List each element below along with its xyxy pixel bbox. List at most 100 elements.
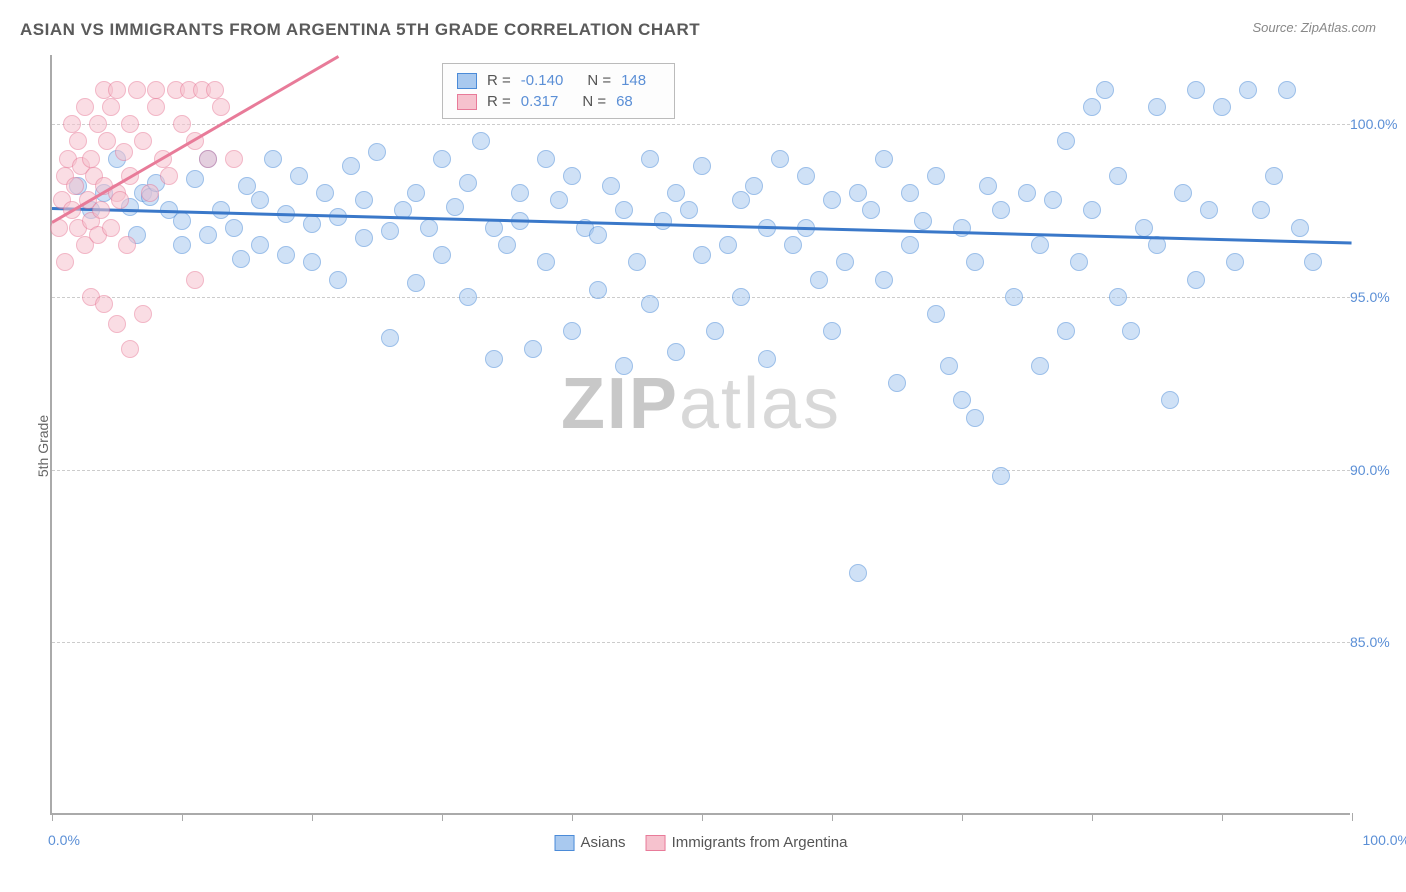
scatter-point xyxy=(407,274,425,292)
scatter-point xyxy=(1109,167,1127,185)
xtick xyxy=(182,813,183,821)
scatter-point xyxy=(134,305,152,323)
scatter-point xyxy=(641,150,659,168)
xtick xyxy=(1222,813,1223,821)
scatter-point xyxy=(719,236,737,254)
scatter-point xyxy=(1265,167,1283,185)
scatter-point xyxy=(82,150,100,168)
gridline-h xyxy=(52,642,1350,643)
scatter-point xyxy=(589,281,607,299)
scatter-point xyxy=(316,184,334,202)
scatter-point xyxy=(121,340,139,358)
scatter-point xyxy=(927,305,945,323)
scatter-point xyxy=(355,229,373,247)
legend-stats-box: R =-0.140N =148R =0.317N =68 xyxy=(442,63,675,119)
r-value: -0.140 xyxy=(521,72,564,89)
ytick-label: 95.0% xyxy=(1350,289,1400,305)
scatter-point xyxy=(199,150,217,168)
n-label: N = xyxy=(582,93,606,110)
xtick xyxy=(1092,813,1093,821)
scatter-point xyxy=(1252,201,1270,219)
scatter-point xyxy=(160,167,178,185)
scatter-point xyxy=(173,236,191,254)
scatter-point xyxy=(1304,253,1322,271)
scatter-point xyxy=(446,198,464,216)
scatter-point xyxy=(849,564,867,582)
scatter-point xyxy=(56,253,74,271)
legend-label: Immigrants from Argentina xyxy=(672,834,848,851)
scatter-point xyxy=(459,288,477,306)
scatter-point xyxy=(875,150,893,168)
scatter-point xyxy=(1200,201,1218,219)
scatter-point xyxy=(979,177,997,195)
scatter-point xyxy=(92,201,110,219)
xtick xyxy=(1352,813,1353,821)
scatter-point xyxy=(836,253,854,271)
n-value: 68 xyxy=(616,93,633,110)
n-value: 148 xyxy=(621,72,646,89)
scatter-point xyxy=(1044,191,1062,209)
scatter-point xyxy=(1005,288,1023,306)
scatter-point xyxy=(823,191,841,209)
scatter-point xyxy=(745,177,763,195)
n-label: N = xyxy=(587,72,611,89)
scatter-point xyxy=(654,212,672,230)
scatter-point xyxy=(108,81,126,99)
scatter-point xyxy=(550,191,568,209)
scatter-point xyxy=(121,115,139,133)
scatter-point xyxy=(277,246,295,264)
scatter-point xyxy=(927,167,945,185)
scatter-point xyxy=(693,157,711,175)
scatter-point xyxy=(615,357,633,375)
scatter-point xyxy=(206,81,224,99)
scatter-point xyxy=(1031,236,1049,254)
scatter-point xyxy=(992,467,1010,485)
legend-swatch xyxy=(646,835,666,851)
xtick xyxy=(702,813,703,821)
scatter-point xyxy=(888,374,906,392)
scatter-point xyxy=(758,350,776,368)
scatter-point xyxy=(1174,184,1192,202)
scatter-point xyxy=(784,236,802,254)
scatter-point xyxy=(641,295,659,313)
scatter-point xyxy=(381,222,399,240)
bottom-legend: Asians Immigrants from Argentina xyxy=(555,834,848,851)
scatter-point xyxy=(901,184,919,202)
legend-label: Asians xyxy=(581,834,626,851)
xtick xyxy=(312,813,313,821)
scatter-point xyxy=(232,250,250,268)
xtick xyxy=(572,813,573,821)
scatter-point xyxy=(173,115,191,133)
r-label: R = xyxy=(487,72,511,89)
scatter-point xyxy=(667,184,685,202)
scatter-point xyxy=(147,81,165,99)
scatter-point xyxy=(1213,98,1231,116)
scatter-point xyxy=(89,115,107,133)
scatter-point xyxy=(1226,253,1244,271)
scatter-point xyxy=(966,253,984,271)
scatter-point xyxy=(823,322,841,340)
scatter-point xyxy=(225,150,243,168)
xtick-label: 100.0% xyxy=(1363,832,1406,848)
scatter-point xyxy=(1187,81,1205,99)
scatter-point xyxy=(511,184,529,202)
scatter-point xyxy=(1109,288,1127,306)
xtick-label: 0.0% xyxy=(48,832,80,848)
scatter-point xyxy=(76,98,94,116)
scatter-point xyxy=(485,350,503,368)
scatter-point xyxy=(966,409,984,427)
scatter-point xyxy=(537,253,555,271)
legend-item: Asians xyxy=(555,834,626,851)
scatter-point xyxy=(1239,81,1257,99)
scatter-point xyxy=(1278,81,1296,99)
scatter-point xyxy=(563,322,581,340)
scatter-point xyxy=(953,391,971,409)
scatter-point xyxy=(329,208,347,226)
scatter-point xyxy=(914,212,932,230)
scatter-point xyxy=(1018,184,1036,202)
scatter-point xyxy=(810,271,828,289)
scatter-point xyxy=(849,184,867,202)
chart-plot-area: ZIPatlas R =-0.140N =148R =0.317N =68 As… xyxy=(50,55,1350,815)
scatter-point xyxy=(628,253,646,271)
scatter-point xyxy=(706,322,724,340)
